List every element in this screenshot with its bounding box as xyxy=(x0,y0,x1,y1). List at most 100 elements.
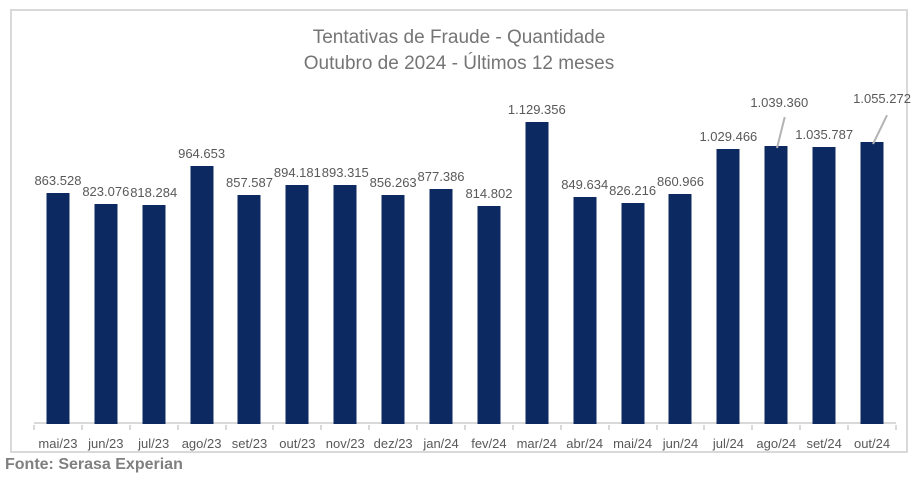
x-axis-label: out/24 xyxy=(853,436,891,451)
bar-value-label: 1.039.360 xyxy=(750,95,809,111)
x-axis-label: ago/24 xyxy=(756,436,797,451)
x-axis-label: mai/24 xyxy=(613,436,653,451)
x-axis-label: set/23 xyxy=(231,436,268,451)
bar-value-label: 1.055.272 xyxy=(853,90,911,106)
x-axis-label: jan/24 xyxy=(423,436,459,451)
x-axis-tick xyxy=(895,425,897,430)
x-axis-label: nov/23 xyxy=(325,436,365,451)
bar-value-label: 1.029.466 xyxy=(699,128,758,144)
x-axis-line xyxy=(34,422,896,424)
bar-value-label: 893.315 xyxy=(321,165,369,181)
bar-column: 893.315 nov/23 xyxy=(321,77,369,451)
x-axis-tick xyxy=(224,425,227,430)
x-axis-label: set/24 xyxy=(806,436,842,451)
bar xyxy=(285,184,309,424)
chart-title-line1: Tentativas de Fraude - Quantidade xyxy=(312,27,606,48)
x-axis-tick xyxy=(272,425,275,430)
bar-value-label: 1.035.787 xyxy=(795,127,854,142)
bar-column: 964.653 ago/23 xyxy=(178,77,226,451)
x-axis-tick xyxy=(511,425,514,430)
bar-value-label: 877.386 xyxy=(417,169,465,185)
bar-column: 856.263 dez/23 xyxy=(369,77,417,451)
bar-column: 826.216 mai/24 xyxy=(609,77,657,451)
bar xyxy=(668,193,692,424)
x-axis-tick xyxy=(655,425,658,430)
bar xyxy=(860,141,884,424)
x-axis-label: jun/24 xyxy=(662,436,699,451)
bar xyxy=(716,148,740,424)
x-axis-tick xyxy=(559,425,562,430)
bar-value-label: 964.653 xyxy=(178,146,226,161)
x-axis-tick xyxy=(320,425,323,430)
bar-value-label: 860.966 xyxy=(656,173,704,189)
callout-leader-line xyxy=(872,114,888,145)
bar-value-label: 1.129.356 xyxy=(507,102,566,117)
callout-leader-line xyxy=(776,116,786,149)
bar-column: 823.076 jun/23 xyxy=(82,77,130,451)
bar-value-label: 826.216 xyxy=(609,183,657,199)
plot-area: 863.528 mai/23 823.076 jun/23 818.284 jul/23 9… xyxy=(33,77,911,451)
x-axis-tick xyxy=(128,425,131,430)
bar-value-label: 894.181 xyxy=(273,164,321,180)
bar-value-label: 856.263 xyxy=(369,175,417,190)
x-axis-tick xyxy=(416,425,419,430)
bar-value-label: 823.076 xyxy=(82,183,130,199)
bar-column: 877.386 jan/24 xyxy=(417,77,465,451)
x-axis-tick xyxy=(176,425,179,430)
x-axis-label: dez/23 xyxy=(373,436,413,451)
x-axis-tick xyxy=(607,425,610,430)
x-axis-label: jul/24 xyxy=(712,436,744,451)
bar xyxy=(812,147,836,424)
x-axis-tick xyxy=(799,425,802,430)
bar xyxy=(333,185,357,424)
bar-column: 814.802 fev/24 xyxy=(465,77,513,451)
x-axis-label: out/23 xyxy=(279,436,316,451)
bar xyxy=(190,166,214,424)
bar-column: 818.284 jul/23 xyxy=(130,77,178,451)
bar-value-label: 814.802 xyxy=(465,186,513,202)
bar xyxy=(764,146,788,424)
x-axis-tick xyxy=(751,425,754,430)
bar xyxy=(429,189,453,424)
x-axis-tick xyxy=(847,425,850,430)
x-axis-tick xyxy=(464,425,466,430)
x-axis-label: ago/23 xyxy=(181,436,222,451)
bar xyxy=(46,193,70,424)
bar xyxy=(477,206,501,424)
bar-column: 894.181 out/23 xyxy=(273,77,321,451)
bar xyxy=(237,194,261,424)
bar-column: 1.039.360 ago/24 xyxy=(750,77,808,451)
bar xyxy=(381,195,405,424)
x-axis-label: mai/23 xyxy=(38,436,78,451)
bar-value-label: 863.528 xyxy=(34,173,82,189)
chart-title: Tentativas de Fraude - Quantidade Outubr… xyxy=(12,25,906,77)
bar-column: 1.129.356 mar/24 xyxy=(508,77,566,451)
bar-column: 1.035.787 set/24 xyxy=(795,77,853,451)
bar xyxy=(621,203,645,424)
bar-value-label: 857.587 xyxy=(225,174,273,190)
x-axis-tick xyxy=(80,425,83,430)
bar xyxy=(573,196,597,424)
bar-column: 857.587 set/23 xyxy=(225,77,274,451)
source-note: Fonte: Serasa Experian xyxy=(5,456,183,473)
x-axis-tick xyxy=(33,425,35,430)
x-axis-tick xyxy=(703,425,706,430)
chart-frame: Tentativas de Fraude - Quantidade Outubr… xyxy=(10,9,911,453)
bar-value-label: 818.284 xyxy=(130,185,178,201)
x-axis-label: mar/24 xyxy=(516,436,558,451)
bar xyxy=(94,203,118,424)
x-axis-label: fev/24 xyxy=(471,436,507,451)
bar-value-label: 849.634 xyxy=(561,176,609,192)
bar-column: 863.528 mai/23 xyxy=(34,77,82,451)
x-axis-tick xyxy=(368,425,371,430)
bar-column: 1.055.272 out/24 xyxy=(848,77,911,451)
bar xyxy=(525,122,549,424)
x-axis-label: jul/23 xyxy=(138,436,170,451)
chart-title-line2: Outubro de 2024 - Últimos 12 meses xyxy=(303,53,615,74)
bar-column: 860.966 jun/24 xyxy=(656,77,705,451)
bar xyxy=(142,205,166,424)
x-axis-label: abr/24 xyxy=(566,436,604,451)
bar-column: 849.634 abr/24 xyxy=(561,77,609,451)
x-axis-label: jun/23 xyxy=(88,436,124,451)
